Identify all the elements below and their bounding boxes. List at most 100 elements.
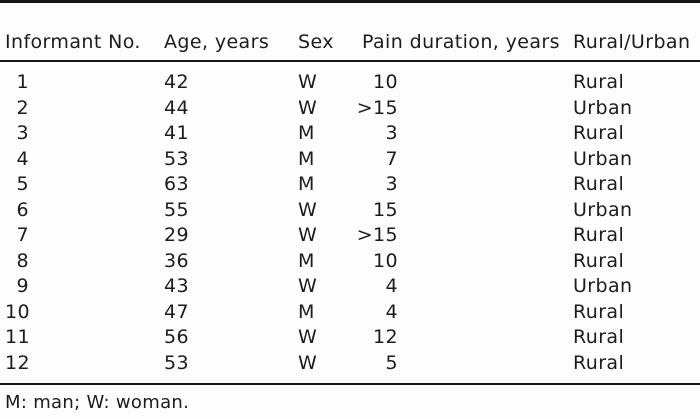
cell-sex: M [298,147,315,170]
header-row: Informant No. Age, years Sex Pain durati… [0,2,700,61]
cell-value: 3 [385,173,398,195]
cell-age: 29 [164,224,189,246]
cell-age: 63 [164,173,189,195]
cell-pain-duration: 3 [354,121,570,147]
cell-informant-no: 8 [0,249,160,275]
table-row: 2 44 W >15 Urban [0,96,700,122]
cell-value: 7 [16,224,29,246]
cell-value: 1 [16,71,29,93]
cell-informant-no: 6 [0,198,160,224]
cell-sex: M [298,300,315,323]
cell-age: 42 [164,71,189,93]
cell-sex: M [298,173,315,195]
table-row: 1 42 W 10 Rural [0,61,700,96]
cell-rural-urban: Rural [573,249,625,272]
table-row: 11 56 W 12 Rural [0,325,700,351]
column-header-pain-duration: Pain duration, years [362,31,560,53]
cell-pain-duration: 7 [354,147,570,173]
cell-informant-no: 7 [0,223,160,249]
cell-pain-duration: >15 [354,223,570,249]
cell-informant-no: 10 [0,300,160,326]
cell-rural-urban: Rural [573,300,625,323]
cell-value: 10 [373,71,398,93]
table-row: 9 43 W 4 Urban [0,274,700,300]
cell-pain-duration: 15 [354,198,570,224]
table-row: 12 53 W 5 Rural [0,351,700,385]
cell-pain-duration: 5 [354,351,570,385]
cell-value: 10 [373,249,398,272]
cell-age: 44 [164,96,189,119]
cell-rural-urban: Rural [573,326,625,348]
column-header-informant-no: Informant No. [5,31,141,53]
cell-age: 43 [164,275,189,297]
cell-value: >15 [356,96,398,119]
cell-age: 36 [164,249,189,272]
cell-rural-urban: Rural [573,71,625,93]
cell-sex: W [298,326,318,348]
cell-value: 4 [16,147,29,170]
table-footnote: M: man; W: woman. [5,392,190,413]
cell-pain-duration: >15 [354,96,570,122]
cell-pain-duration: 12 [354,325,570,351]
cell-value: 9 [16,275,29,297]
cell-value: 10 [5,300,30,323]
cell-age: 55 [164,198,189,221]
cell-sex: M [298,249,315,272]
cell-pain-duration: 10 [354,61,570,96]
column-header-age: Age, years [164,31,270,53]
table-header: Informant No. Age, years Sex Pain durati… [0,2,700,61]
cell-value: 5 [385,351,398,374]
cell-informant-no: 3 [0,121,160,147]
cell-rural-urban: Rural [573,224,625,246]
cell-informant-no: 5 [0,172,160,198]
cell-value: 12 [373,326,398,348]
cell-sex: M [298,122,315,144]
cell-value: 7 [385,147,398,170]
table-row: 8 36 M 10 Rural [0,249,700,275]
cell-informant-no: 12 [0,351,160,385]
table-row: 6 55 W 15 Urban [0,198,700,224]
cell-value: 12 [5,351,30,374]
cell-pain-duration: 3 [354,172,570,198]
table-row: 4 53 M 7 Urban [0,147,700,173]
cell-rural-urban: Rural [573,351,625,374]
cell-rural-urban: Urban [573,198,633,221]
cell-age: 41 [164,122,189,144]
column-header-rural-urban: Rural/Urban [573,31,691,53]
table-row: 10 47 M 4 Rural [0,300,700,326]
column-header-sex: Sex [298,31,334,53]
cell-sex: W [298,71,318,93]
cell-informant-no: 9 [0,274,160,300]
cell-sex: W [298,275,318,297]
cell-pain-duration: 4 [354,274,570,300]
cell-sex: W [298,224,318,246]
table-row: 3 41 M 3 Rural [0,121,700,147]
cell-value: 6 [16,198,29,221]
cell-informant-no: 2 [0,96,160,122]
cell-rural-urban: Urban [573,96,633,119]
cell-value: 5 [16,173,29,195]
cell-age: 47 [164,300,189,323]
cell-sex: W [298,198,318,221]
cell-value: 4 [385,300,398,323]
table-body: 1 42 W 10 Rural 2 44 W >15 Urban 3 41 M 3 Rural 4 53 M 7 Ur… [0,61,700,384]
cell-pain-duration: 10 [354,249,570,275]
table-row: 5 63 M 3 Rural [0,172,700,198]
cell-value: 2 [16,96,29,119]
cell-rural-urban: Rural [573,173,625,195]
cell-pain-duration: 4 [354,300,570,326]
cell-rural-urban: Rural [573,122,625,144]
cell-value: 3 [385,122,398,144]
table-row: 7 29 W >15 Rural [0,223,700,249]
cell-informant-no: 1 [0,61,160,96]
cell-age: 56 [164,326,189,348]
cell-value: 8 [16,249,29,272]
cell-informant-no: 11 [0,325,160,351]
cell-age: 53 [164,147,189,170]
cell-sex: W [298,96,318,119]
cell-rural-urban: Urban [573,275,633,297]
cell-value: 11 [5,326,30,348]
cell-value: >15 [356,224,398,246]
cell-value: 3 [16,122,29,144]
